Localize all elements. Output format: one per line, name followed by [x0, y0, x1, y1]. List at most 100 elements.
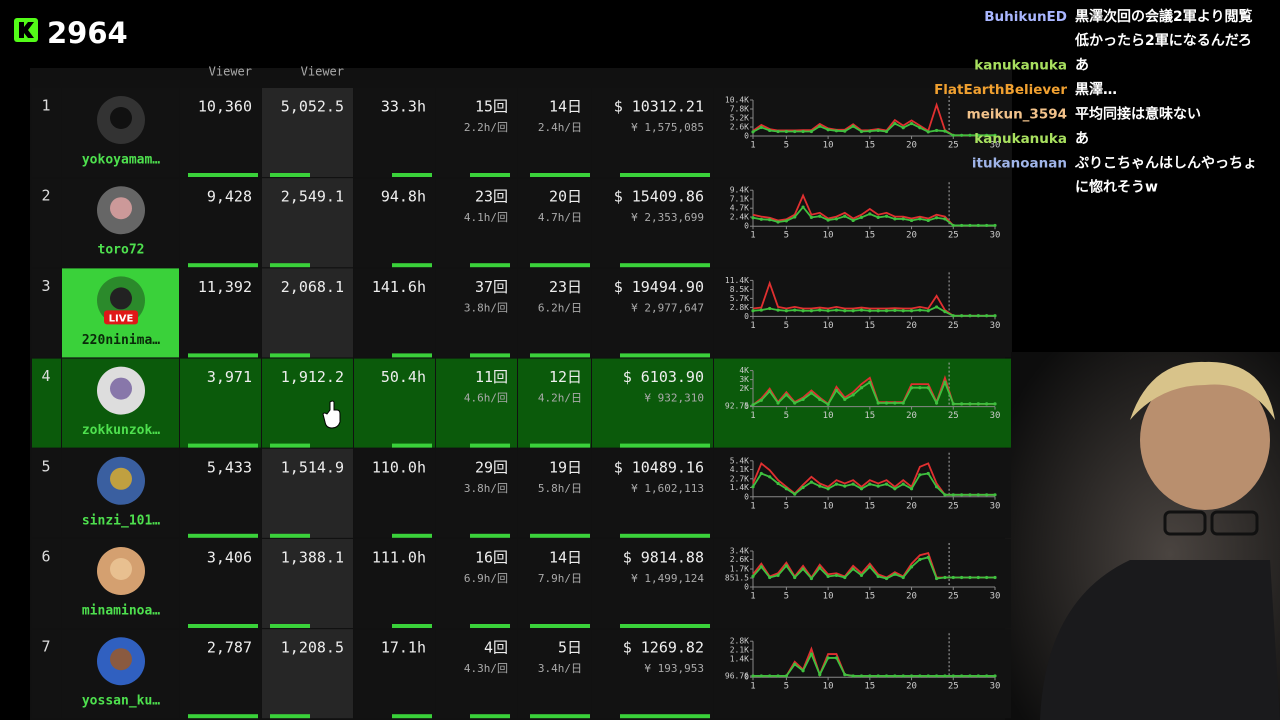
cell — [518, 358, 591, 448]
series-dot — [985, 493, 989, 497]
series-dot — [943, 310, 947, 314]
cell — [714, 448, 1011, 538]
cell — [592, 629, 713, 719]
progress-bar — [188, 714, 258, 719]
series-dot — [876, 401, 880, 405]
series-dot — [751, 309, 755, 313]
progress-bar — [188, 533, 258, 538]
y-tick-label: 0 — [744, 222, 749, 231]
series-dot — [893, 572, 897, 576]
stat-value: 17.1h — [381, 639, 426, 657]
series-dot — [893, 308, 897, 312]
y-tick-label: 4.1K — [730, 465, 749, 474]
series-dot — [784, 674, 788, 678]
stat-sub: 3.8h/回 — [464, 482, 508, 495]
series-dot — [960, 314, 964, 318]
y-tick-label: 3K — [739, 375, 749, 384]
series-dot — [893, 121, 897, 126]
x-tick-label: 30 — [990, 501, 1001, 511]
chat-user: BuhikunED — [984, 9, 1067, 25]
stat-value: $ 10312.21 — [614, 98, 704, 116]
streamer-name: yossan_ku… — [82, 694, 160, 709]
cell — [714, 268, 1011, 358]
stat-value: 5,052.5 — [281, 98, 344, 116]
progress-bar — [530, 263, 590, 268]
progress-bar — [270, 263, 310, 268]
cell — [592, 358, 713, 448]
series-dot — [859, 573, 864, 577]
progress-bar — [188, 624, 258, 628]
x-tick-label: 1 — [750, 501, 755, 511]
cell — [518, 629, 591, 719]
series-dot — [985, 223, 989, 228]
cell — [180, 539, 261, 628]
progress-bar — [392, 173, 432, 177]
series-dot — [876, 215, 880, 219]
series-dot — [976, 402, 980, 406]
series-dot — [751, 216, 755, 220]
stat-value: 11回 — [475, 368, 508, 386]
series-dot — [884, 401, 889, 405]
face — [1140, 370, 1270, 510]
x-tick-label: 30 — [990, 592, 1001, 602]
y-tick-label: 2.1K — [730, 646, 749, 655]
series-dot — [826, 574, 830, 579]
stat-sub: ¥ 1,575,085 — [631, 121, 704, 134]
y-tick-label: 2.8K — [730, 303, 749, 312]
column-header: Viewer — [301, 65, 344, 79]
column-header: Viewer — [209, 65, 252, 79]
progress-bar — [270, 714, 310, 719]
series-dot — [976, 674, 980, 678]
cell — [592, 268, 713, 358]
series-dot — [918, 126, 922, 130]
y-tick-label: 2.8K — [730, 637, 749, 646]
y-tick-label: 2.6K — [730, 555, 749, 564]
y-tick-label: 0 — [744, 673, 749, 682]
stat-value: 10,360 — [198, 98, 252, 116]
progress-bar — [530, 624, 590, 628]
hair — [1130, 361, 1275, 420]
rank: 5 — [41, 457, 50, 475]
series-dot — [901, 126, 905, 130]
series-dot — [759, 565, 763, 569]
progress-bar — [530, 533, 590, 538]
x-tick-label: 30 — [990, 231, 1001, 241]
stat-value: $ 6103.90 — [623, 368, 704, 386]
cell — [32, 539, 61, 628]
series-dot — [884, 674, 889, 678]
series-dot — [826, 309, 830, 313]
stat-value: 29回 — [475, 458, 508, 476]
series-dot — [993, 674, 997, 678]
cell — [354, 268, 435, 358]
live-badge — [104, 310, 138, 325]
chat-user: meikun_3594 — [967, 107, 1067, 123]
chat-message: あ — [1075, 131, 1089, 147]
series-dot — [968, 493, 972, 497]
series-dot — [851, 309, 855, 313]
series-dot — [926, 555, 930, 559]
series-dot — [901, 482, 905, 486]
progress-bar — [470, 263, 510, 268]
progress-bar — [270, 533, 310, 538]
avatar-face — [110, 287, 132, 310]
y-tick-label: 0 — [744, 492, 749, 501]
series-dot — [859, 308, 864, 312]
series-dot — [918, 386, 922, 390]
x-tick-label: 5 — [784, 141, 789, 151]
x-tick-label: 1 — [750, 141, 755, 151]
chat-message: 低かったら2軍になるんだろ — [1074, 32, 1252, 49]
streamer-name: toro72 — [98, 243, 145, 258]
series-dot — [884, 214, 889, 218]
series-dot — [868, 212, 872, 216]
series-dot — [843, 309, 847, 313]
series-dot — [960, 674, 964, 678]
series-dot — [818, 484, 822, 488]
series-dot — [826, 487, 830, 491]
series-dot — [951, 223, 955, 228]
series-dot — [776, 308, 780, 312]
x-tick-label: 15 — [864, 682, 875, 692]
series-dot — [776, 220, 780, 224]
series-dot — [843, 397, 847, 401]
series-dot — [909, 565, 914, 569]
series-dot — [776, 129, 780, 134]
